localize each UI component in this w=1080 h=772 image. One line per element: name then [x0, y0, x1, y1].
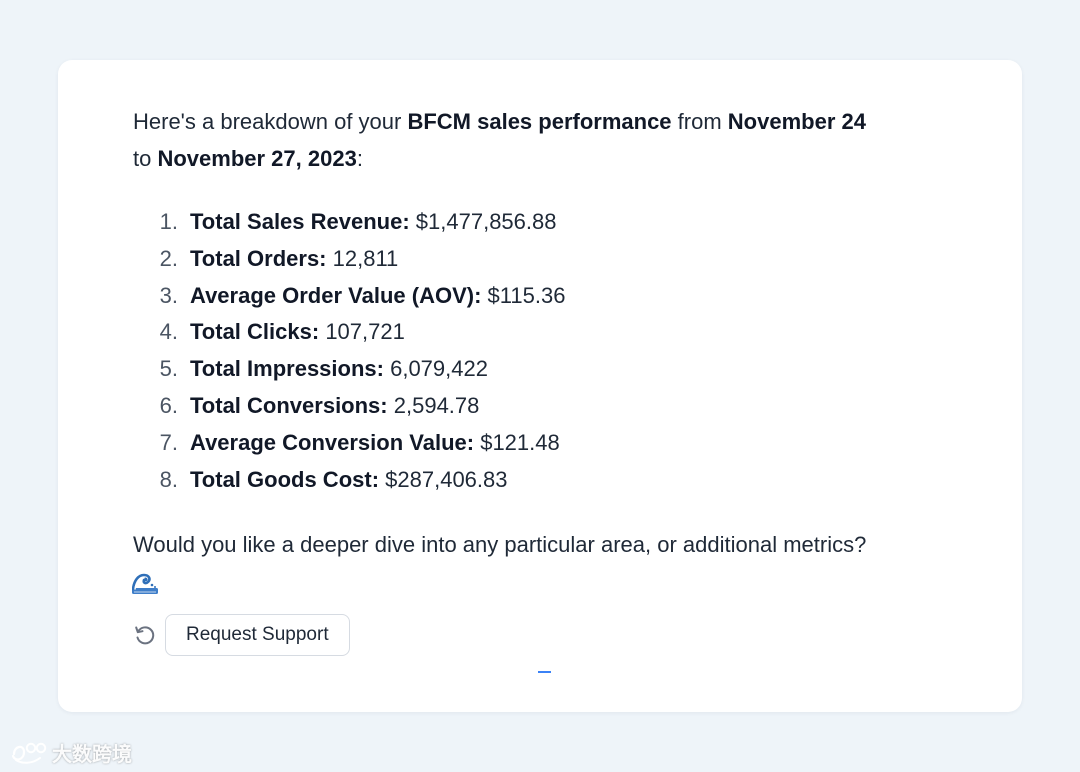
metric-value: $121.48: [480, 429, 560, 455]
refresh-icon[interactable]: [132, 622, 158, 648]
wave-emoji-icon-svg: [131, 573, 158, 594]
intro-bold-start-date: November 24: [727, 109, 866, 134]
metric-body: Average Conversion Value: $121.48: [190, 425, 560, 462]
list-number: 5.: [159, 356, 178, 382]
metric-value: 107,721: [325, 319, 405, 345]
intro-text: :: [356, 146, 363, 171]
list-number: 3.: [159, 282, 178, 308]
refresh-icon-svg: [135, 626, 155, 645]
metric-body: Total Impressions: 6,079,422: [190, 351, 488, 388]
metric-name: Total Orders:: [190, 245, 327, 271]
assistant-message: Here's a breakdown of your BFCM sales pe…: [133, 103, 923, 563]
metric-value: $287,406.83: [385, 466, 508, 492]
intro-text: Here's a breakdown of your: [133, 109, 408, 134]
list-number: 4.: [159, 319, 178, 345]
metrics-list: 1. Total Sales Revenue: $1,477,856.88 2.…: [133, 204, 923, 498]
message-intro: Here's a breakdown of your BFCM sales pe…: [133, 103, 923, 177]
metric-body: Average Order Value (AOV): $115.36: [190, 278, 565, 315]
intro-text: from: [671, 109, 728, 134]
metric-body: Total Clicks: 107,721: [190, 314, 405, 351]
list-number: 7.: [159, 429, 178, 455]
metric-name: Total Clicks:: [190, 319, 320, 345]
watermark-text: 大数跨境: [52, 744, 132, 766]
request-support-button[interactable]: Request Support: [165, 614, 350, 656]
metric-name: Average Conversion Value:: [190, 429, 475, 455]
metric-value: 12,811: [332, 245, 399, 271]
metric-body: Total Orders: 12,811: [190, 241, 398, 278]
wave-emoji-icon: [131, 571, 158, 595]
list-item: 2. Total Orders: 12,811: [133, 241, 923, 278]
list-item: 5. Total Impressions: 6,079,422: [133, 351, 923, 388]
metric-value: 2,594.78: [393, 392, 480, 418]
watermark: 大数跨境: [10, 738, 132, 767]
metric-name: Total Sales Revenue:: [190, 209, 410, 234]
list-item: 6. Total Conversions: 2,594.78: [133, 388, 923, 425]
metric-name: Total Impressions:: [190, 356, 384, 382]
list-number: 1.: [159, 209, 178, 234]
metric-value: $115.36: [487, 282, 566, 308]
list-item: 1. Total Sales Revenue: $1,477,856.88: [133, 204, 923, 241]
metric-name: Total Goods Cost:: [190, 466, 380, 492]
typing-cursor: [538, 671, 551, 673]
watermark-logo-icon: [11, 742, 47, 764]
chat-message-card: Here's a breakdown of your BFCM sales pe…: [58, 60, 1022, 712]
closing-question: Would you like a deeper dive into any pa…: [133, 532, 867, 558]
message-actions: Request Support: [132, 614, 350, 656]
intro-bold-topic: BFCM sales performance: [407, 109, 672, 134]
metric-value: $1,477,856.88: [415, 209, 557, 234]
metric-body: Total Goods Cost: $287,406.83: [190, 462, 508, 499]
list-item: 4. Total Clicks: 107,721: [133, 314, 923, 351]
metric-value: 6,079,422: [390, 356, 488, 382]
list-item: 8. Total Goods Cost: $287,406.83: [133, 462, 923, 499]
metric-body: Total Sales Revenue: $1,477,856.88: [190, 204, 557, 241]
intro-text: to: [133, 146, 158, 171]
list-number: 2.: [159, 245, 178, 271]
list-item: 3. Average Order Value (AOV): $115.36: [133, 278, 923, 315]
list-number: 6.: [159, 392, 178, 418]
intro-bold-end-date: November 27, 2023: [157, 146, 357, 171]
list-item: 7. Average Conversion Value: $121.48: [133, 425, 923, 462]
metric-name: Total Conversions:: [190, 392, 388, 418]
metric-body: Total Conversions: 2,594.78: [190, 388, 479, 425]
list-number: 8.: [159, 466, 178, 492]
metric-name: Average Order Value (AOV):: [190, 282, 482, 308]
